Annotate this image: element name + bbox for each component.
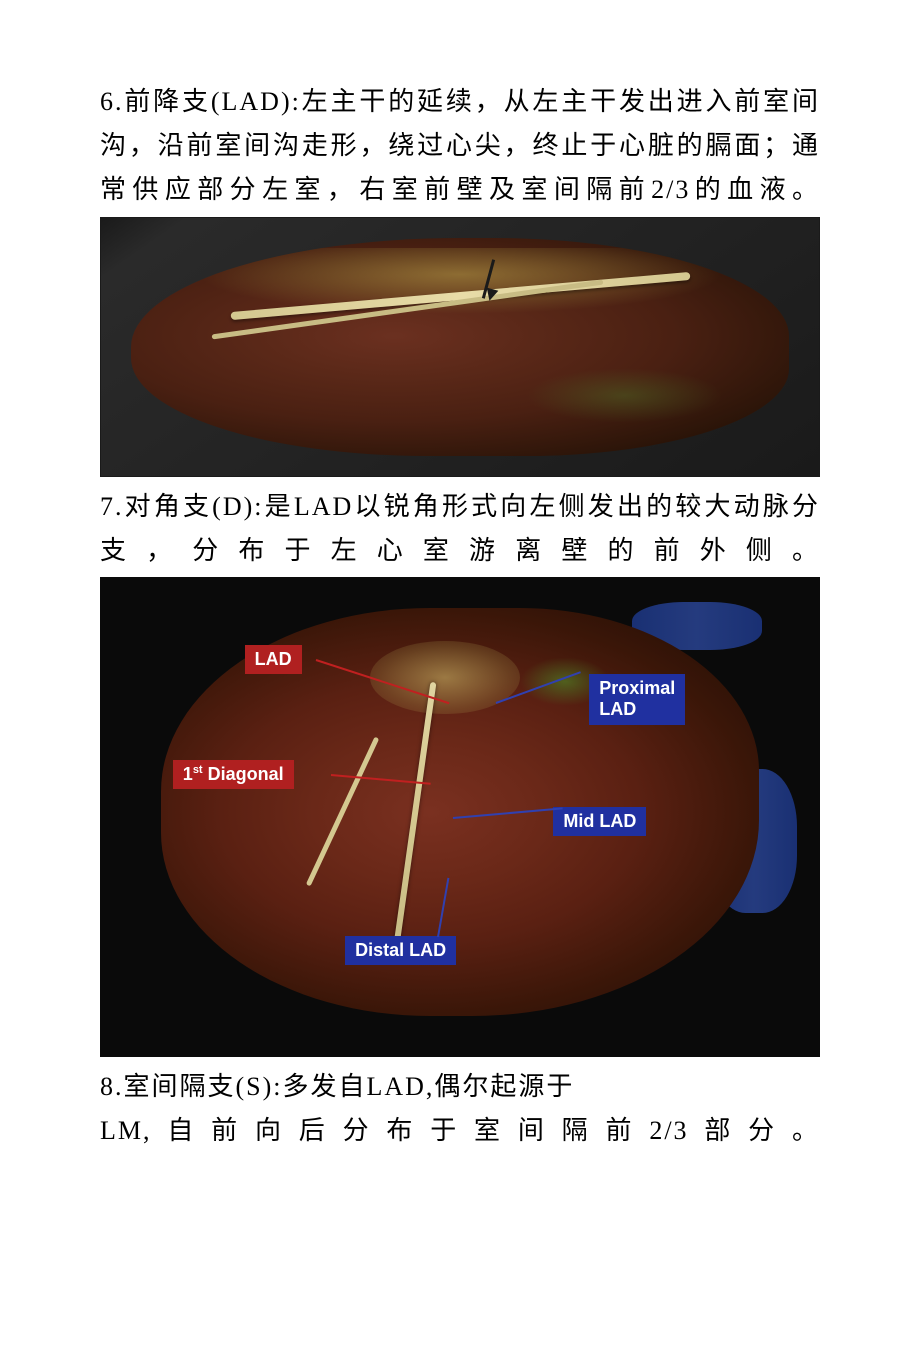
tissue-texture [526,368,723,423]
lad-vessel-main [394,682,437,945]
paragraph-8: 8.室间隔支(S):多发自LAD,偶尔起源于 LM,自前向后分布于室间隔前2/3… [100,1065,820,1153]
label-distal: Distal LAD [345,936,456,965]
label-lad: LAD [245,645,302,674]
figure-lad-segments: LAD 1st Diagonal ProximalLAD Mid LAD Dis… [100,577,820,1057]
paragraph-8-line2: LM,自前向后分布于室间隔前2/3部分。 [100,1109,820,1153]
label-proximal: ProximalLAD [589,674,685,725]
pointer-arrow-icon [447,259,527,309]
diagonal-branch-vessel [306,737,379,887]
paragraph-8-line1: 8.室间隔支(S):多发自LAD,偶尔起源于 [100,1065,820,1109]
paragraph-6: 6.前降支(LAD):左主干的延续，从左主干发出进入前室间沟，沿前室间沟走形，绕… [100,80,820,213]
label-diagonal: 1st Diagonal [173,760,294,789]
label-mid: Mid LAD [553,807,646,836]
paragraph-7: 7.对角支(D):是LAD以锐角形式向左侧发出的较大动脉分支，分布于左心室游离壁… [100,485,820,573]
heart-tissue [131,238,789,456]
figure-lad-anterior [100,217,820,477]
